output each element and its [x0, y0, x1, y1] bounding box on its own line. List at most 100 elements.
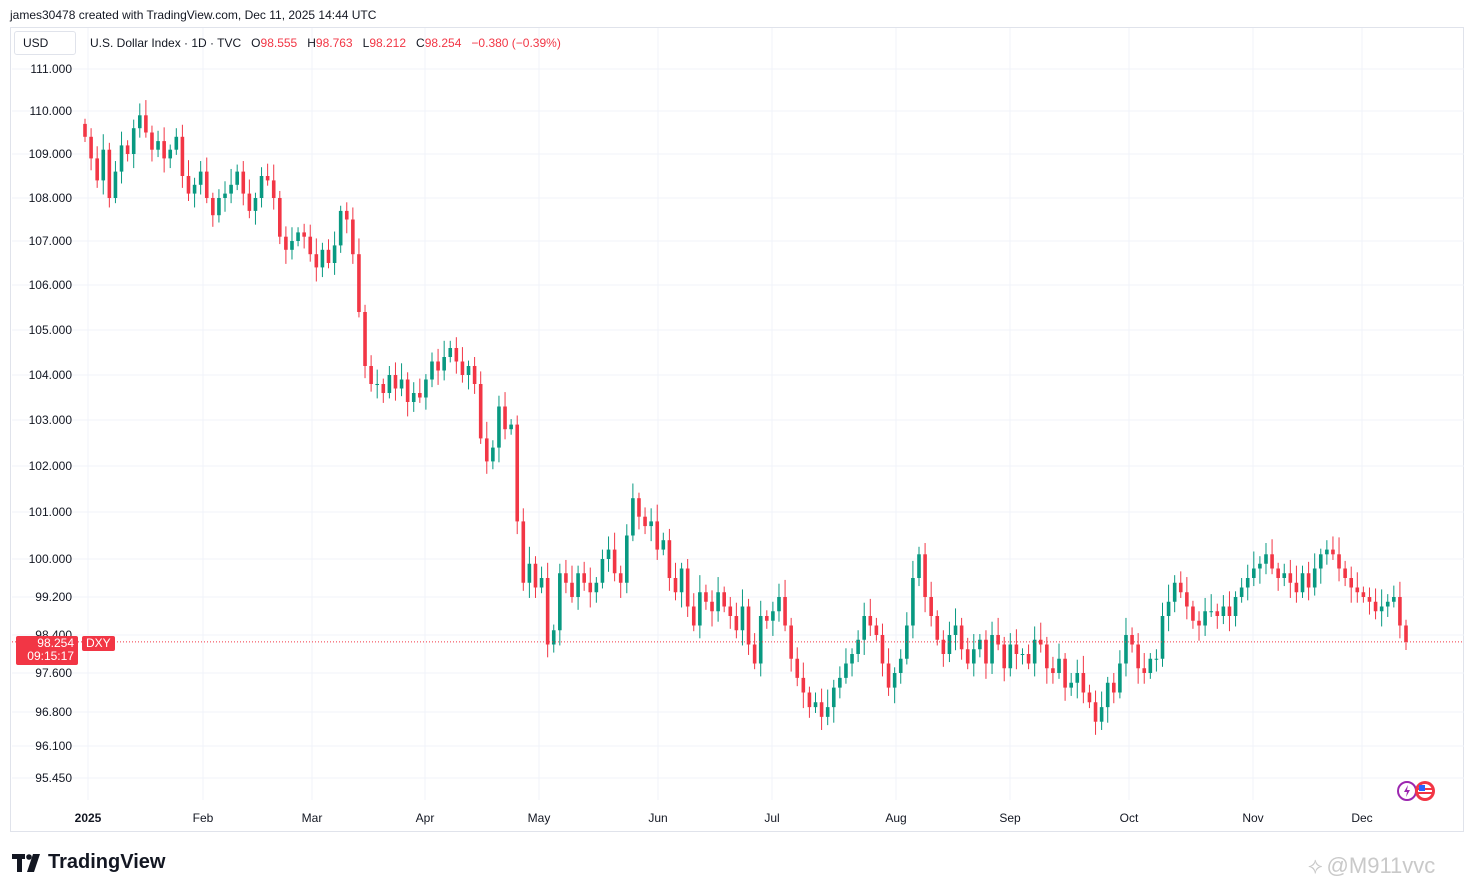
candle-body [673, 578, 678, 593]
candle-body [198, 171, 203, 185]
candle-body [777, 597, 781, 612]
chart-frame [10, 27, 1464, 832]
y-tick-label: 111.000 [30, 62, 72, 76]
candle-body [874, 625, 879, 635]
candle-body [399, 379, 404, 389]
candle-body [935, 616, 940, 640]
candle-body [204, 171, 209, 198]
candle-body [1282, 573, 1287, 578]
candle-body [752, 644, 757, 664]
candle-body [667, 540, 672, 578]
candle-body [582, 573, 586, 583]
candle-body [929, 597, 933, 616]
candle-body [1118, 663, 1122, 693]
candle-body [363, 312, 367, 366]
candle-body [1404, 625, 1408, 642]
candle-body [424, 379, 428, 398]
y-tick-label: 109.000 [29, 147, 73, 161]
x-tick-label: Apr [416, 811, 435, 825]
y-tick-label: 103.000 [29, 413, 73, 427]
y-tick-label: 107.000 [29, 234, 73, 248]
low-label: L [362, 36, 370, 50]
candle-body [302, 232, 306, 237]
candle-body [174, 136, 179, 150]
x-tick-label: Jun [648, 811, 667, 825]
candle-body [1191, 606, 1195, 621]
candle-body [691, 606, 696, 626]
candle-body [1245, 578, 1250, 588]
candle-body [1069, 682, 1073, 688]
candle-body [119, 145, 124, 172]
candle-body [1276, 568, 1280, 578]
candle-body [168, 149, 173, 159]
candle-body [758, 616, 763, 664]
candle-body [418, 393, 422, 398]
candle-body [1160, 616, 1165, 659]
watermark-text: @M911vvc [1326, 853, 1436, 878]
candle-body [1057, 658, 1061, 673]
candle-body [685, 568, 690, 607]
candle-body [539, 578, 544, 588]
candle-body [131, 128, 136, 154]
candle-body [600, 559, 605, 583]
candle-body [89, 136, 93, 159]
candle-body [722, 592, 726, 607]
candle-body [472, 366, 477, 384]
candle-body [911, 578, 915, 626]
y-tick-label: 96.800 [35, 705, 72, 719]
y-tick-label: 102.000 [29, 459, 73, 473]
tradingview-logo[interactable]: TradingView [12, 851, 165, 874]
candle-body [588, 582, 593, 593]
candle-body [1172, 582, 1177, 602]
candle-body [1020, 654, 1025, 655]
y-tick-label: 101.000 [29, 505, 73, 519]
x-tick-label: Aug [885, 811, 906, 825]
candle-body [637, 498, 641, 517]
candle-body [765, 616, 769, 621]
candle-body [1087, 692, 1092, 703]
candle-body [649, 521, 653, 527]
candle-body [783, 597, 787, 626]
candle-body [1312, 568, 1317, 588]
candle-body [113, 171, 118, 198]
candle-body [606, 549, 611, 559]
watermark: ⟡ @M911vvc [1308, 853, 1435, 879]
currency-selector[interactable]: USD [14, 31, 76, 55]
candle-body [381, 384, 386, 393]
candle-body [253, 198, 258, 211]
candle-body [1398, 597, 1402, 626]
candle-body [831, 687, 836, 708]
candle-body [838, 677, 842, 688]
candle-body [351, 219, 355, 255]
candle-body [296, 232, 300, 241]
candle-body [332, 245, 337, 263]
candle-body [1355, 587, 1360, 593]
x-tick-label: 2025 [75, 811, 102, 825]
candle-body [235, 171, 239, 185]
candle-body [990, 635, 994, 664]
candle-body [515, 424, 520, 522]
candle-body [1367, 597, 1372, 602]
candle-body [947, 635, 952, 654]
candle-body [850, 654, 854, 664]
candle-body [271, 180, 276, 198]
candle-body [1373, 601, 1378, 612]
candle-body [223, 193, 227, 198]
candle-body [180, 136, 185, 176]
candle-body [308, 236, 313, 255]
watermark-icon: ⟡ [1308, 853, 1323, 878]
candle-body [1111, 682, 1116, 693]
candle-body [862, 616, 867, 640]
candle-body [923, 554, 927, 597]
y-tick-label: 95.450 [35, 771, 72, 785]
candle-body [454, 348, 459, 362]
candle-body [521, 521, 526, 583]
candle-body [497, 406, 501, 448]
candle-body [643, 516, 647, 527]
candle-body [1203, 611, 1207, 626]
y-tick-label: 100.000 [29, 552, 73, 566]
candle-body [655, 521, 660, 550]
close-label: C [416, 36, 425, 50]
y-tick-label: 110.000 [30, 104, 73, 118]
